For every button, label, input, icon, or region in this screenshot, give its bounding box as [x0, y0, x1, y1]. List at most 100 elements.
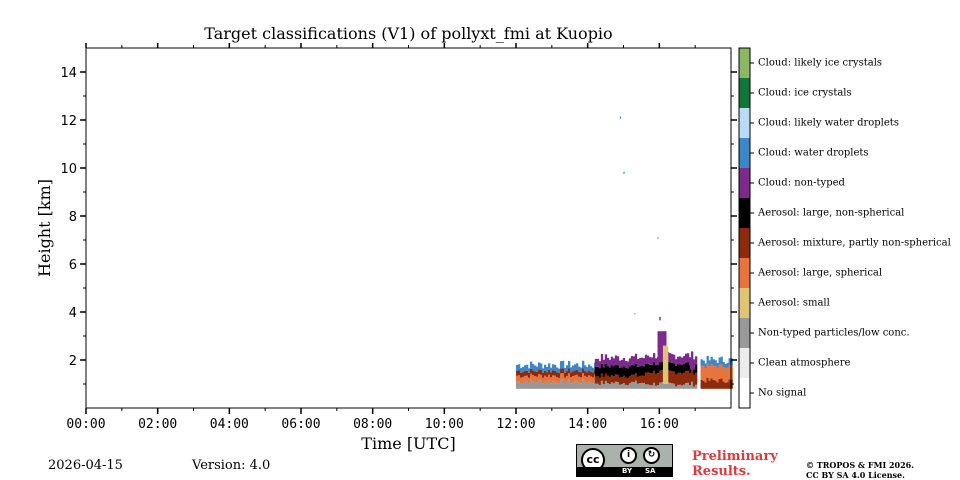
- colorbar-segment: [739, 348, 750, 378]
- classification-cell: [528, 383, 531, 389]
- classification-cell: [598, 377, 602, 385]
- classification-cell: [538, 369, 541, 375]
- classification-feature: [657, 331, 667, 360]
- classification-cell: [647, 372, 650, 385]
- classification-cell: [712, 379, 715, 389]
- classification-cell: [653, 370, 656, 383]
- classification-cell: [536, 371, 539, 377]
- classification-cell: [586, 376, 589, 383]
- copyright-notice: © TROPOS & FMI 2026. CC BY SA 4.0 Licens…: [806, 460, 914, 480]
- classification-cell: [651, 385, 654, 389]
- classification-cell: [724, 368, 727, 383]
- classification-cell: [518, 375, 521, 382]
- classification-cell: [636, 383, 640, 389]
- classification-cell: [716, 367, 719, 383]
- classification-cell: [667, 382, 670, 389]
- cc-by-label: BY: [622, 467, 633, 475]
- classification-cell: [568, 360, 571, 369]
- classification-cell: [614, 381, 618, 389]
- classification-cell: [683, 356, 686, 365]
- classification-cell: [554, 370, 557, 376]
- classification-cell: [522, 372, 525, 377]
- classification-cell: [628, 376, 632, 384]
- classification-cell: [653, 382, 656, 389]
- classification-cell: [647, 355, 650, 364]
- classification-cell: [653, 362, 656, 371]
- classification-cell: [532, 370, 535, 376]
- classification-feature: [619, 116, 621, 119]
- classification-cell: [576, 380, 579, 389]
- classification-cell: [657, 385, 660, 389]
- classification-cell: [614, 364, 618, 375]
- cc-badge-bar: [577, 467, 672, 476]
- x-tick-label: 14:00: [568, 417, 607, 432]
- classification-cell: [548, 380, 551, 389]
- classification-cell: [602, 376, 606, 385]
- classification-cell: [544, 375, 547, 382]
- classification-cell: [612, 383, 616, 389]
- x-tick-label: 10:00: [425, 417, 464, 432]
- classification-cell: [649, 364, 652, 374]
- by-person-icon: i: [620, 447, 637, 464]
- classification-cell: [570, 372, 573, 378]
- classification-cell: [606, 375, 610, 383]
- classification-cell: [683, 372, 686, 385]
- classification-cell: [578, 382, 581, 389]
- classification-cell: [675, 386, 678, 389]
- cc-license-badge: cc i ↻ BY SA: [576, 444, 673, 477]
- classification-cell: [568, 368, 571, 374]
- y-tick-label: 12: [60, 114, 77, 129]
- colorbar-label: Cloud: ice crystals: [758, 87, 852, 99]
- classification-cell: [616, 382, 620, 389]
- classification-cell: [685, 362, 688, 372]
- classification-cell: [673, 383, 676, 389]
- classification-cell: [642, 383, 646, 389]
- classification-cell: [630, 356, 634, 366]
- classification-cell: [542, 377, 545, 384]
- classification-cell: [610, 375, 614, 383]
- classification-cell: [693, 366, 696, 375]
- classification-cell: [679, 384, 682, 389]
- classification-cell: [552, 375, 555, 382]
- classification-cell: [536, 382, 539, 389]
- classification-cell: [622, 366, 626, 376]
- classification-cell: [718, 378, 721, 389]
- classification-cell: [634, 363, 638, 374]
- classification-cell: [681, 357, 684, 366]
- classification-cell: [600, 373, 604, 381]
- classification-feature: [689, 361, 696, 370]
- classification-cell: [578, 366, 581, 372]
- x-axis-label: Time [UTC]: [361, 434, 455, 453]
- classification-cell: [642, 358, 646, 367]
- classification-cell: [726, 362, 729, 368]
- classification-cell: [574, 370, 577, 376]
- classification-cell: [702, 380, 705, 389]
- classification-cell: [716, 382, 719, 389]
- classification-cell: [520, 368, 523, 373]
- classification-cell: [661, 370, 664, 383]
- classification-cell: [653, 353, 656, 363]
- classification-cell: [524, 381, 527, 389]
- colorbar-frame: [738, 47, 751, 409]
- classification-cell: [706, 377, 709, 389]
- classification-cell: [610, 382, 614, 389]
- classification-cell: [560, 368, 563, 374]
- classification-cell: [687, 362, 690, 371]
- classification-cell: [544, 364, 547, 371]
- colorbar-segment: [739, 168, 750, 198]
- classification-cell: [640, 382, 644, 389]
- classification-cell: [681, 373, 684, 386]
- classification-cell: [558, 368, 561, 374]
- classification-cell: [552, 370, 555, 376]
- classification-cell: [572, 382, 575, 389]
- classification-cell: [600, 354, 604, 364]
- colorbar-segment: [739, 258, 750, 288]
- classification-cell: [700, 379, 703, 389]
- classification-cell: [626, 361, 630, 369]
- classification-cell: [572, 371, 575, 377]
- classification-cell: [618, 384, 622, 389]
- classification-cell: [640, 366, 644, 376]
- classification-cell: [594, 376, 598, 384]
- y-tick-label: 14: [60, 66, 77, 81]
- classification-cell: [700, 365, 703, 380]
